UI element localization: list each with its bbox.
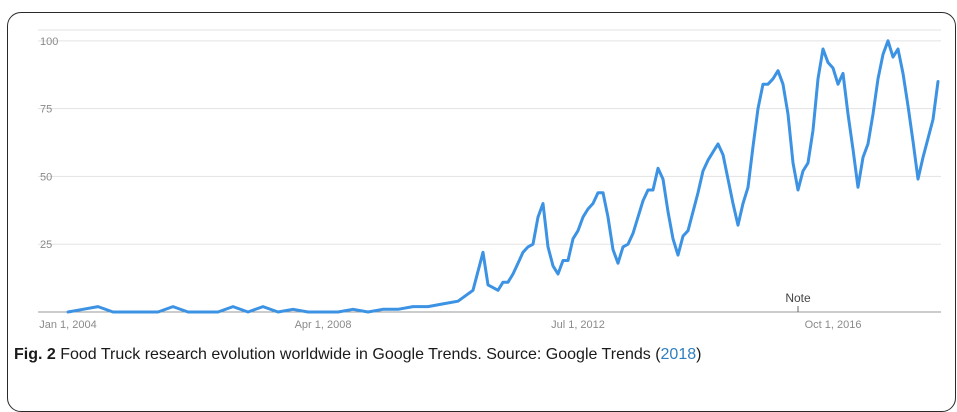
- caption-year-link[interactable]: 2018: [660, 346, 697, 363]
- caption-text: Food Truck research evolution worldwide …: [55, 346, 661, 363]
- annotations: Note: [785, 291, 811, 312]
- caption-close: ): [696, 346, 702, 363]
- figure-label: Fig. 2: [14, 346, 56, 363]
- y-tick-label: 50: [40, 171, 52, 183]
- figure-caption: Fig. 2 Food Truck research evolution wor…: [14, 346, 949, 364]
- grid: [38, 29, 941, 313]
- y-axis-ticks: 25 50 75 100: [40, 36, 58, 251]
- series-group: [66, 39, 940, 314]
- x-axis-ticks: Jan 1, 2004 Apr 1, 2008 Jul 1, 2012 Oct 1, …: [39, 319, 861, 331]
- x-tick-label: Jan 1, 2004: [39, 319, 97, 331]
- y-tick-label: 75: [40, 104, 52, 116]
- note-label[interactable]: Note: [785, 291, 811, 305]
- y-tick-label: 100: [40, 36, 58, 48]
- x-tick-label: Jul 1, 2012: [551, 319, 605, 331]
- y-tick-label: 25: [40, 239, 52, 251]
- trend-chart: 25 50 75 100 Jan 1, 2004 Apr 1, 2008 Jul 1, 2…: [38, 29, 941, 331]
- x-tick-label: Apr 1, 2008: [295, 319, 352, 331]
- series-line: [66, 39, 940, 314]
- x-tick-label: Oct 1, 2016: [805, 319, 862, 331]
